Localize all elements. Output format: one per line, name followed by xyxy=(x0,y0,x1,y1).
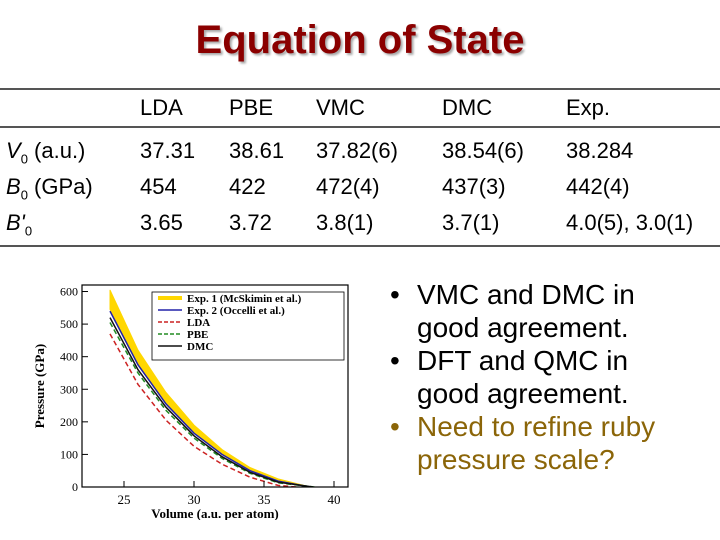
y-tick-label: 600 xyxy=(60,285,78,299)
bullet-dot: • xyxy=(390,345,400,376)
x-tick-label: 35 xyxy=(258,492,271,507)
eos-table: LDA PBE VMC DMC Exp. V0 (a.u.) 37.31 38.… xyxy=(0,0,720,250)
bullet-item-accent: • Need to refine ruby pressure scale? xyxy=(368,410,713,476)
table-cell: 442(4) xyxy=(566,174,630,199)
legend-entry: Exp. 2 (Occelli et al.) xyxy=(187,305,285,317)
table-cell: 4.0(5), 3.0(1) xyxy=(566,210,694,235)
table-header-rule xyxy=(0,126,720,128)
x-axis-label: Volume (a.u. per atom) xyxy=(151,506,278,520)
table-cell: 38.54(6) xyxy=(442,138,524,163)
bullet-line: good agreement. xyxy=(417,378,629,409)
legend-entry: LDA xyxy=(187,317,210,329)
bullet-dot: • xyxy=(390,411,400,442)
y-axis-label: Pressure (GPa) xyxy=(32,344,47,428)
plot-area xyxy=(109,289,315,487)
legend-entry: Exp. 1 (McSkimin et al.) xyxy=(187,293,302,305)
x-tick-label: 25 xyxy=(118,492,131,507)
legend-entry: PBE xyxy=(187,329,208,341)
y-tick-label: 300 xyxy=(60,382,78,396)
y-tick-label: 200 xyxy=(60,415,78,429)
y-tick-label: 500 xyxy=(60,317,78,331)
bullet-line: good agreement. xyxy=(417,312,629,343)
col-header-exp: Exp. xyxy=(566,95,611,120)
col-header-vmc: VMC xyxy=(316,95,365,120)
table-cell: 38.284 xyxy=(566,138,634,163)
series-line-exp. xyxy=(109,310,311,487)
bullet-item: • VMC and DMC in good agreement. xyxy=(368,278,713,344)
table-cell: 3.8(1) xyxy=(316,210,374,235)
table-cell: 38.61 xyxy=(229,138,285,163)
col-header-lda: LDA xyxy=(140,95,183,120)
table-bottom-rule xyxy=(0,245,720,247)
legend-box xyxy=(151,291,345,361)
y-tick-label: 400 xyxy=(60,350,78,364)
series-line-lda xyxy=(109,333,300,487)
row-label-b0: B0 (GPa) xyxy=(6,174,93,203)
table-cell: 3.72 xyxy=(229,210,272,235)
page-title: Equation of State xyxy=(195,18,525,62)
table-top-rule xyxy=(0,88,720,90)
x-tick-label: 40 xyxy=(328,492,341,507)
bullet-line: VMC and DMC in xyxy=(417,279,635,310)
table-cell: 422 xyxy=(229,174,266,199)
x-tick-label: 30 xyxy=(188,492,201,507)
bullet-line: DFT and QMC in xyxy=(417,345,629,376)
bullet-list: • VMC and DMC in good agreement. • DFT a… xyxy=(368,278,713,476)
table-cell: 472(4) xyxy=(316,174,380,199)
table-cell: 3.65 xyxy=(140,210,183,235)
table-cell: 437(3) xyxy=(442,174,506,199)
bullet-line: Need to refine ruby xyxy=(417,411,656,442)
y-tick-label: 0 xyxy=(72,480,78,494)
y-tick-label: 100 xyxy=(60,447,78,461)
series-line-dmc xyxy=(109,317,314,487)
table-cell: 37.82(6) xyxy=(316,138,398,163)
bullet-dot: • xyxy=(390,279,400,310)
legend-entry: DMC xyxy=(187,341,213,353)
row-label-bprime0: B'0 xyxy=(6,210,33,239)
col-header-dmc: DMC xyxy=(442,95,493,120)
bullet-item: • DFT and QMC in good agreement. xyxy=(368,344,713,410)
table-cell: 37.31 xyxy=(140,138,196,163)
table-cell: 454 xyxy=(140,174,177,199)
plot-frame xyxy=(81,284,349,488)
table-cell: 3.7(1) xyxy=(442,210,500,235)
col-header-pbe: PBE xyxy=(229,95,274,120)
bullet-line: pressure scale? xyxy=(417,444,615,475)
row-label-v0: V0 (a.u.) xyxy=(6,138,86,167)
